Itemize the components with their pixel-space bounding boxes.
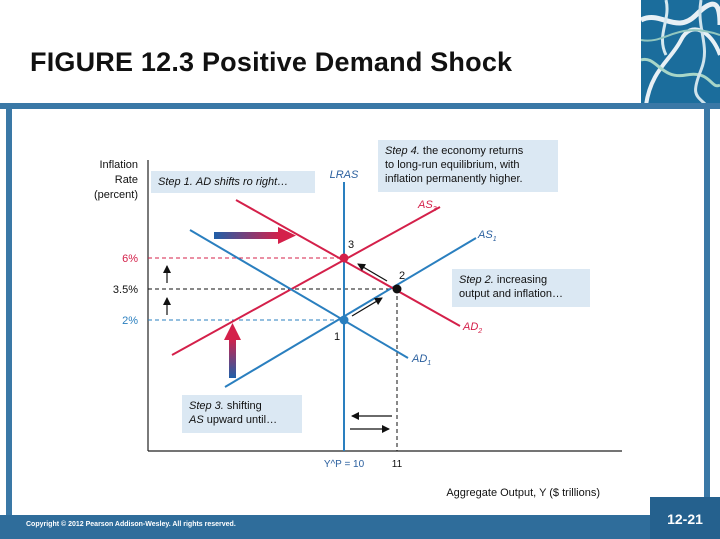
x-tick-yp: Y^P = 10	[324, 459, 365, 470]
x-axis-label: Aggregate Output, Y ($ trillions)	[446, 487, 600, 499]
arrow-1-to-2	[351, 297, 383, 317]
step2-text2: output and inflation…	[459, 288, 563, 300]
step2-prefix: Step 2.	[459, 274, 494, 286]
step1-prefix: Step 1.	[158, 176, 193, 188]
step3-text1: shifting	[226, 400, 262, 412]
as1-curve	[224, 237, 477, 388]
y-tick-6pct: 6%	[122, 253, 138, 265]
x-tick-11: 11	[392, 459, 403, 470]
footer-bar	[0, 515, 720, 539]
title-divider	[0, 103, 720, 109]
y-axis-label-line3: (percent)	[94, 189, 138, 201]
point-1-marker	[339, 315, 349, 325]
as1-label: AS1	[477, 229, 497, 243]
y-tick-2pct: 2%	[122, 315, 138, 327]
y-axis-label-line2: Rate	[115, 174, 138, 186]
step1-text: AD shifts ro right…	[195, 176, 289, 188]
logo	[641, 0, 720, 105]
step3-prefix: Step 3.	[189, 400, 224, 412]
copyright-text: Copyright © 2012 Pearson Addison-Wesley.…	[26, 521, 236, 528]
as3-curve	[171, 206, 441, 356]
lras-label: LRAS	[330, 169, 359, 181]
step3-as: AS	[189, 414, 204, 426]
step4-text3: inflation permanently higher.	[385, 173, 523, 185]
step4-prefix: Step 4.	[385, 145, 420, 157]
y-axis-label-line1: Inflation	[99, 159, 138, 171]
ad1-label: AD1	[411, 353, 431, 367]
ad2-label: AD2	[462, 321, 482, 335]
slide-number: 12-21	[650, 497, 720, 539]
step4-callout: Step 4. the economy returns to long-run …	[378, 140, 558, 192]
shift-up-arrow	[224, 323, 241, 378]
point-3-marker	[339, 253, 349, 263]
point-1-label: 1	[334, 331, 340, 343]
step3-callout: Step 3. shifting AS upward until…	[182, 395, 302, 433]
step4-text1: the economy returns	[422, 145, 524, 157]
as3-label: AS3	[417, 199, 437, 213]
step4-text2: to long-run equilibrium, with	[385, 159, 520, 171]
step1-callout: Step 1. AD shifts ro right…	[151, 171, 315, 193]
step2-text1: increasing	[496, 274, 548, 286]
ad1-curve	[189, 229, 409, 359]
shift-right-arrow	[214, 227, 296, 244]
arrow-2-to-3	[357, 263, 388, 282]
point-3-label: 3	[348, 239, 354, 251]
y-tick-3-5pct: 3.5%	[113, 284, 138, 296]
step2-callout: Step 2. increasing output and inflation…	[452, 269, 590, 307]
ad2-curve	[235, 199, 461, 327]
point-2-label: 2	[399, 270, 405, 282]
step3-text2: upward until…	[206, 414, 278, 426]
point-2-marker	[392, 284, 402, 294]
logo-pattern	[641, 0, 720, 105]
slide-title: FIGURE 12.3 Positive Demand Shock	[30, 47, 513, 77]
